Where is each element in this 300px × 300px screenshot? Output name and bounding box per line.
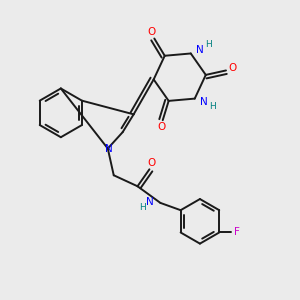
Text: O: O	[228, 63, 237, 73]
Text: N: N	[146, 197, 154, 207]
Text: H: H	[209, 102, 216, 111]
Text: N: N	[196, 45, 204, 55]
Text: O: O	[157, 122, 165, 132]
Text: O: O	[147, 27, 155, 37]
Text: H: H	[205, 40, 212, 49]
Text: H: H	[140, 203, 146, 212]
Text: F: F	[233, 227, 239, 238]
Text: O: O	[148, 158, 156, 168]
Text: N: N	[105, 144, 113, 154]
Text: N: N	[200, 97, 208, 106]
